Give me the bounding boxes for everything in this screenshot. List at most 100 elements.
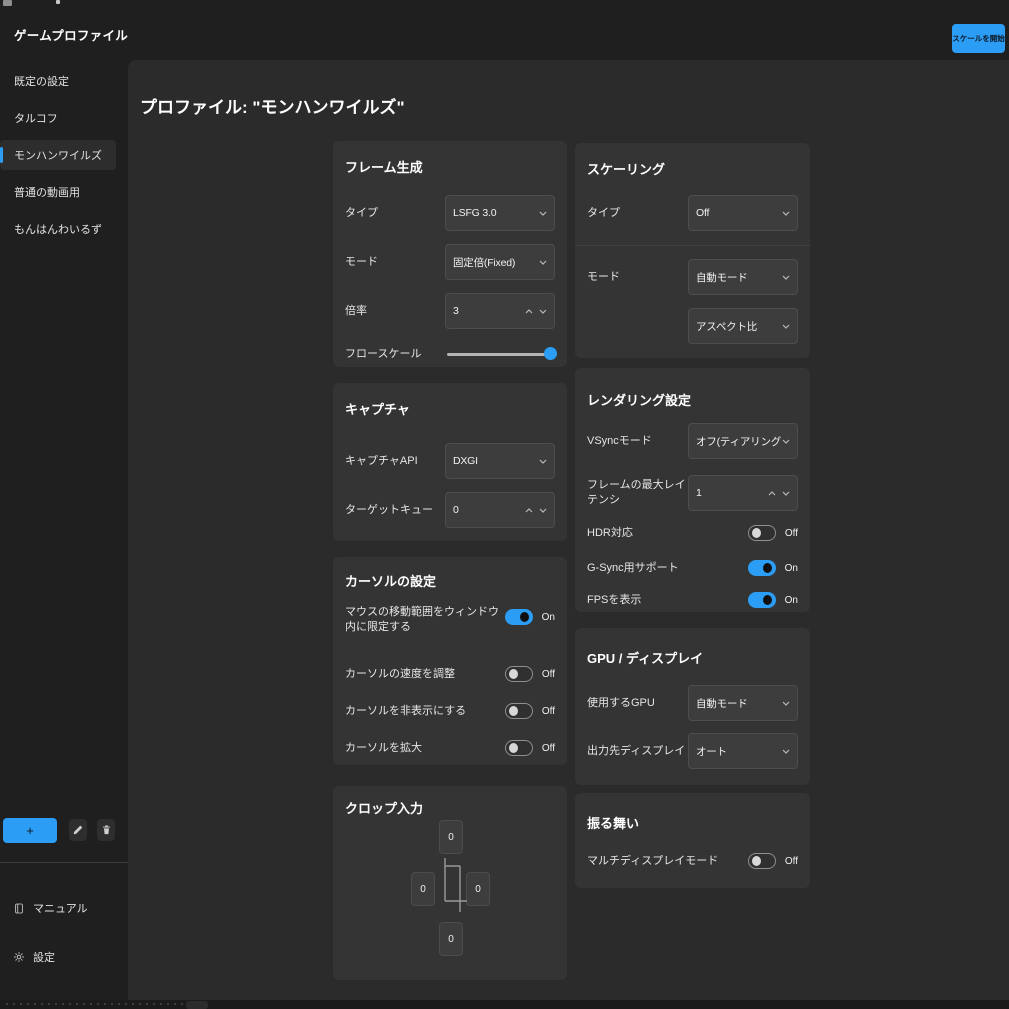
profile-actions: + bbox=[0, 818, 128, 844]
setting-label: モード bbox=[587, 270, 620, 283]
aspect-ratio-select[interactable]: アスペクト比 bbox=[688, 308, 798, 344]
target-queue-stepper[interactable]: 0 bbox=[445, 492, 555, 528]
flow-scale-slider[interactable] bbox=[447, 347, 557, 361]
start-scaling-button[interactable]: スケールを開始 bbox=[952, 24, 1005, 53]
multi-display-toggle[interactable] bbox=[748, 853, 776, 869]
chevron-up-icon[interactable] bbox=[525, 308, 533, 314]
crop-left-input[interactable]: 0 bbox=[411, 872, 435, 906]
toggle-group: On bbox=[505, 609, 555, 625]
setting-label: カーソルの速度を調整 bbox=[345, 667, 455, 680]
sidebar-item-label: 普通の動画用 bbox=[14, 187, 80, 199]
behavior-card: 振る舞い マルチディスプレイモード Off bbox=[575, 793, 810, 888]
stepper-value: 1 bbox=[696, 487, 702, 499]
selected-value: LSFG 3.0 bbox=[453, 207, 497, 219]
frame-gen-mode-select[interactable]: 固定倍(Fixed) bbox=[445, 244, 555, 280]
setting-row: フレームの最大レイテンシ 1 bbox=[587, 475, 798, 511]
pencil-icon bbox=[72, 824, 84, 836]
crop-bottom-input[interactable]: 0 bbox=[439, 922, 463, 956]
cursor-speed-toggle[interactable] bbox=[505, 666, 533, 682]
setting-label: G-Sync用サポート bbox=[587, 561, 679, 574]
toggle-state-label: On bbox=[541, 611, 555, 623]
toggle-knob bbox=[763, 563, 772, 573]
multiplier-stepper[interactable]: 3 bbox=[445, 293, 555, 329]
sidebar-item-label: タルコフ bbox=[14, 113, 58, 125]
vsync-mode-select[interactable]: オフ(ティアリングを許可) bbox=[688, 423, 798, 459]
add-profile-button[interactable]: + bbox=[3, 818, 57, 843]
selected-value: Off bbox=[696, 207, 710, 219]
setting-label: ターゲットキュー bbox=[345, 503, 433, 516]
card-title: GPU / ディスプレイ bbox=[587, 651, 704, 666]
crop-right-input[interactable]: 0 bbox=[466, 872, 490, 906]
setting-label: マルチディスプレイモード bbox=[587, 854, 719, 867]
toggle-group: On bbox=[748, 560, 798, 576]
fps-display-toggle[interactable] bbox=[748, 592, 776, 608]
card-title: キャプチャ bbox=[345, 402, 410, 417]
chevron-up-icon[interactable] bbox=[768, 490, 776, 496]
sidebar-item-label: モンハンワイルズ bbox=[14, 150, 102, 162]
manual-link[interactable]: マニュアル bbox=[0, 896, 128, 920]
toggle-group: Off bbox=[505, 703, 555, 719]
card-title: フレーム生成 bbox=[345, 160, 423, 175]
chevron-down-icon[interactable] bbox=[539, 508, 547, 513]
scaling-mode-select[interactable]: 自動モード bbox=[688, 259, 798, 295]
window-icon bbox=[3, 0, 12, 6]
dotted-edge bbox=[6, 1003, 184, 1005]
selected-value: オート bbox=[696, 745, 727, 758]
scale-cursor-toggle[interactable] bbox=[505, 740, 533, 756]
slider-track bbox=[447, 353, 555, 356]
setting-label: VSyncモード bbox=[587, 434, 652, 447]
bottom-window-edge bbox=[0, 1000, 1009, 1009]
card-divider bbox=[575, 245, 810, 246]
slider-thumb[interactable] bbox=[544, 347, 557, 360]
profile-title: プロファイル: "モンハンワイルズ" bbox=[140, 98, 405, 117]
setting-label: HDR対応 bbox=[587, 526, 633, 539]
settings-link[interactable]: 設定 bbox=[0, 945, 128, 969]
setting-label: フレームの最大レイテンシ bbox=[587, 479, 686, 506]
setting-row: 使用するGPU 自動モード bbox=[587, 685, 798, 721]
settings-label: 設定 bbox=[33, 952, 55, 964]
sidebar-divider bbox=[0, 862, 128, 863]
stepper-value: 3 bbox=[453, 305, 459, 317]
rendering-settings-card: レンダリング設定 VSyncモード オフ(ティアリングを許可) フレームの最大レ… bbox=[575, 368, 810, 612]
gpu-display-card: GPU / ディスプレイ 使用するGPU 自動モード 出力先ディスプレイ オート bbox=[575, 628, 810, 785]
sidebar: 既定の設定 タルコフ モンハンワイルズ 普通の動画用 もんはんわいるず + bbox=[0, 60, 128, 1000]
clip-cursor-toggle[interactable] bbox=[505, 609, 533, 625]
setting-row: タイプ Off bbox=[587, 195, 798, 231]
sidebar-item-default-settings[interactable]: 既定の設定 bbox=[0, 66, 116, 96]
frame-gen-type-select[interactable]: LSFG 3.0 bbox=[445, 195, 555, 231]
setting-label: タイプ bbox=[587, 206, 620, 219]
settings-column-left: フレーム生成 タイプ LSFG 3.0 モード 固定倍(Fixed) bbox=[333, 141, 567, 980]
card-title: 振る舞い bbox=[587, 816, 640, 831]
chevron-down-icon[interactable] bbox=[782, 491, 790, 496]
sidebar-item-label: 既定の設定 bbox=[14, 76, 69, 88]
book-icon bbox=[13, 902, 25, 915]
max-frame-latency-stepper[interactable]: 1 bbox=[688, 475, 798, 511]
chevron-down-icon[interactable] bbox=[539, 309, 547, 314]
crop-inputs: 0 0 0 0 bbox=[345, 820, 555, 970]
selected-value: 自動モード bbox=[696, 697, 748, 710]
output-display-select[interactable]: オート bbox=[688, 733, 798, 769]
toggle-state-label: Off bbox=[541, 742, 555, 754]
sidebar-item-normal-video[interactable]: 普通の動画用 bbox=[0, 177, 116, 207]
toggle-state-label: On bbox=[784, 594, 798, 606]
selected-value: DXGI bbox=[453, 455, 478, 467]
sidebar-item-monhan-wilds[interactable]: モンハンワイルズ bbox=[0, 140, 116, 170]
delete-profile-button[interactable] bbox=[97, 819, 115, 841]
edit-profile-button[interactable] bbox=[69, 819, 87, 841]
hdr-toggle[interactable] bbox=[748, 525, 776, 541]
chevron-down-icon bbox=[539, 459, 547, 464]
toggle-knob bbox=[509, 706, 518, 716]
hide-cursor-toggle[interactable] bbox=[505, 703, 533, 719]
scaling-type-select[interactable]: Off bbox=[688, 195, 798, 231]
gsync-toggle[interactable] bbox=[748, 560, 776, 576]
selected-value: 自動モード bbox=[696, 271, 748, 284]
capture-api-select[interactable]: DXGI bbox=[445, 443, 555, 479]
sidebar-item-monhan-wilds-kana[interactable]: もんはんわいるず bbox=[0, 214, 116, 244]
chevron-up-icon[interactable] bbox=[525, 507, 533, 513]
preferred-gpu-select[interactable]: 自動モード bbox=[688, 685, 798, 721]
crop-top-input[interactable]: 0 bbox=[439, 820, 463, 854]
selected-value: オフ(ティアリングを許可) bbox=[696, 435, 782, 448]
sidebar-item-tarkov[interactable]: タルコフ bbox=[0, 103, 116, 133]
toggle-group: Off bbox=[748, 525, 798, 541]
